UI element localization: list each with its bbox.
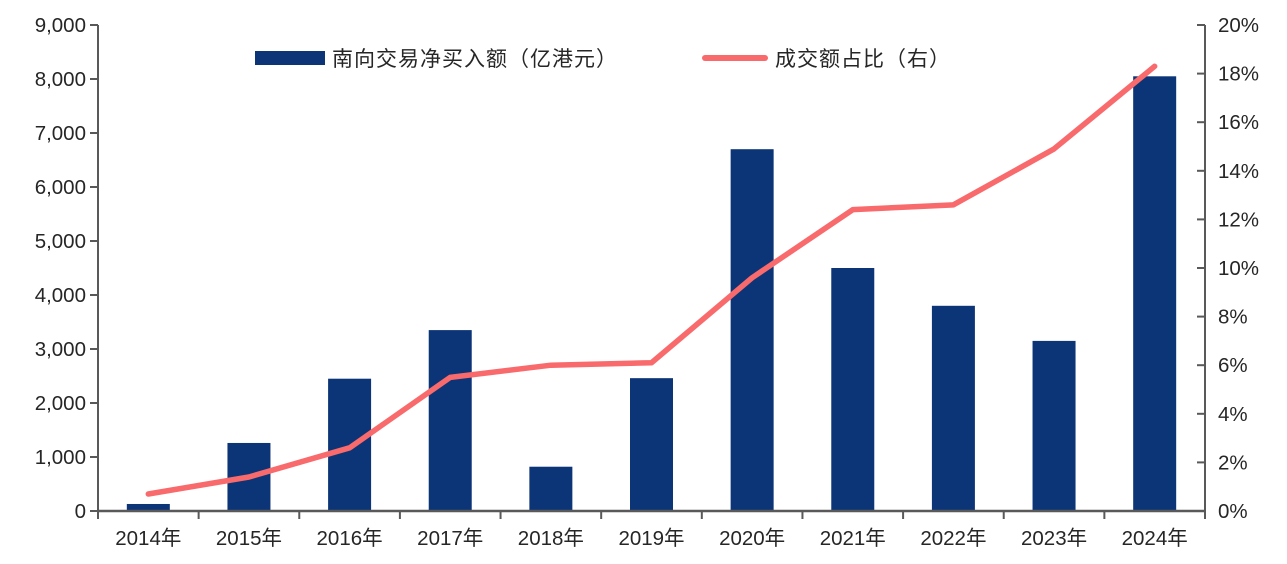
left-axis-tick-label: 4,000 xyxy=(35,284,86,307)
x-axis-category-label: 2017年 xyxy=(417,527,483,550)
bar-2017年 xyxy=(428,330,472,511)
left-axis-tick-label: 5,000 xyxy=(35,230,86,253)
bar-2021年 xyxy=(831,268,875,511)
right-axis-tick-label: 4% xyxy=(1218,403,1248,426)
right-axis-tick-label: 2% xyxy=(1218,451,1248,474)
trend-line xyxy=(145,63,1158,497)
left-axis-tick-label: 1,000 xyxy=(35,446,86,469)
right-axis-tick-label: 16% xyxy=(1218,111,1259,134)
left-axis-tick-label: 9,000 xyxy=(35,14,86,37)
bar-2014年 xyxy=(126,503,170,511)
bar-2019年 xyxy=(630,378,673,511)
bar-2024年 xyxy=(1133,76,1177,512)
x-axis-category-label: 2018年 xyxy=(518,527,584,550)
right-axis-tick-label: 8% xyxy=(1218,306,1248,329)
right-axis-tick-label: 12% xyxy=(1218,208,1259,231)
left-axis-tick-label: 3,000 xyxy=(35,338,86,361)
x-axis-category-label: 2016年 xyxy=(317,527,383,550)
x-axis-category-label: 2021年 xyxy=(820,527,886,550)
x-axis-category-label: 2015年 xyxy=(216,527,282,550)
left-axis-tick-label: 6,000 xyxy=(35,176,86,199)
bar-2023年 xyxy=(1032,340,1076,511)
x-axis-category-label: 2024年 xyxy=(1122,527,1188,550)
bar-2018年 xyxy=(529,466,573,511)
right-axis-tick-label: 6% xyxy=(1218,354,1248,377)
left-axis-tick-label: 2,000 xyxy=(35,392,86,415)
left-axis-tick-label: 8,000 xyxy=(35,68,86,91)
right-axis-tick-label: 18% xyxy=(1218,63,1259,86)
right-axis-tick-label: 20% xyxy=(1218,14,1259,37)
x-axis-category-label: 2020年 xyxy=(719,527,785,550)
bar-2020年 xyxy=(730,149,774,511)
right-axis-tick-label: 14% xyxy=(1218,160,1259,183)
right-axis-tick-label: 10% xyxy=(1218,257,1259,280)
right-axis-tick-label: 0% xyxy=(1218,500,1248,523)
x-axis-category-label: 2014年 xyxy=(115,527,181,550)
left-axis-tick-label: 7,000 xyxy=(35,122,86,145)
x-axis-category-label: 2023年 xyxy=(1021,527,1087,550)
bar-2022年 xyxy=(931,305,975,511)
x-axis-category-label: 2022年 xyxy=(920,527,986,550)
x-axis-category-label: 2019年 xyxy=(618,527,684,550)
left-axis-tick-label: 0 xyxy=(75,500,86,523)
